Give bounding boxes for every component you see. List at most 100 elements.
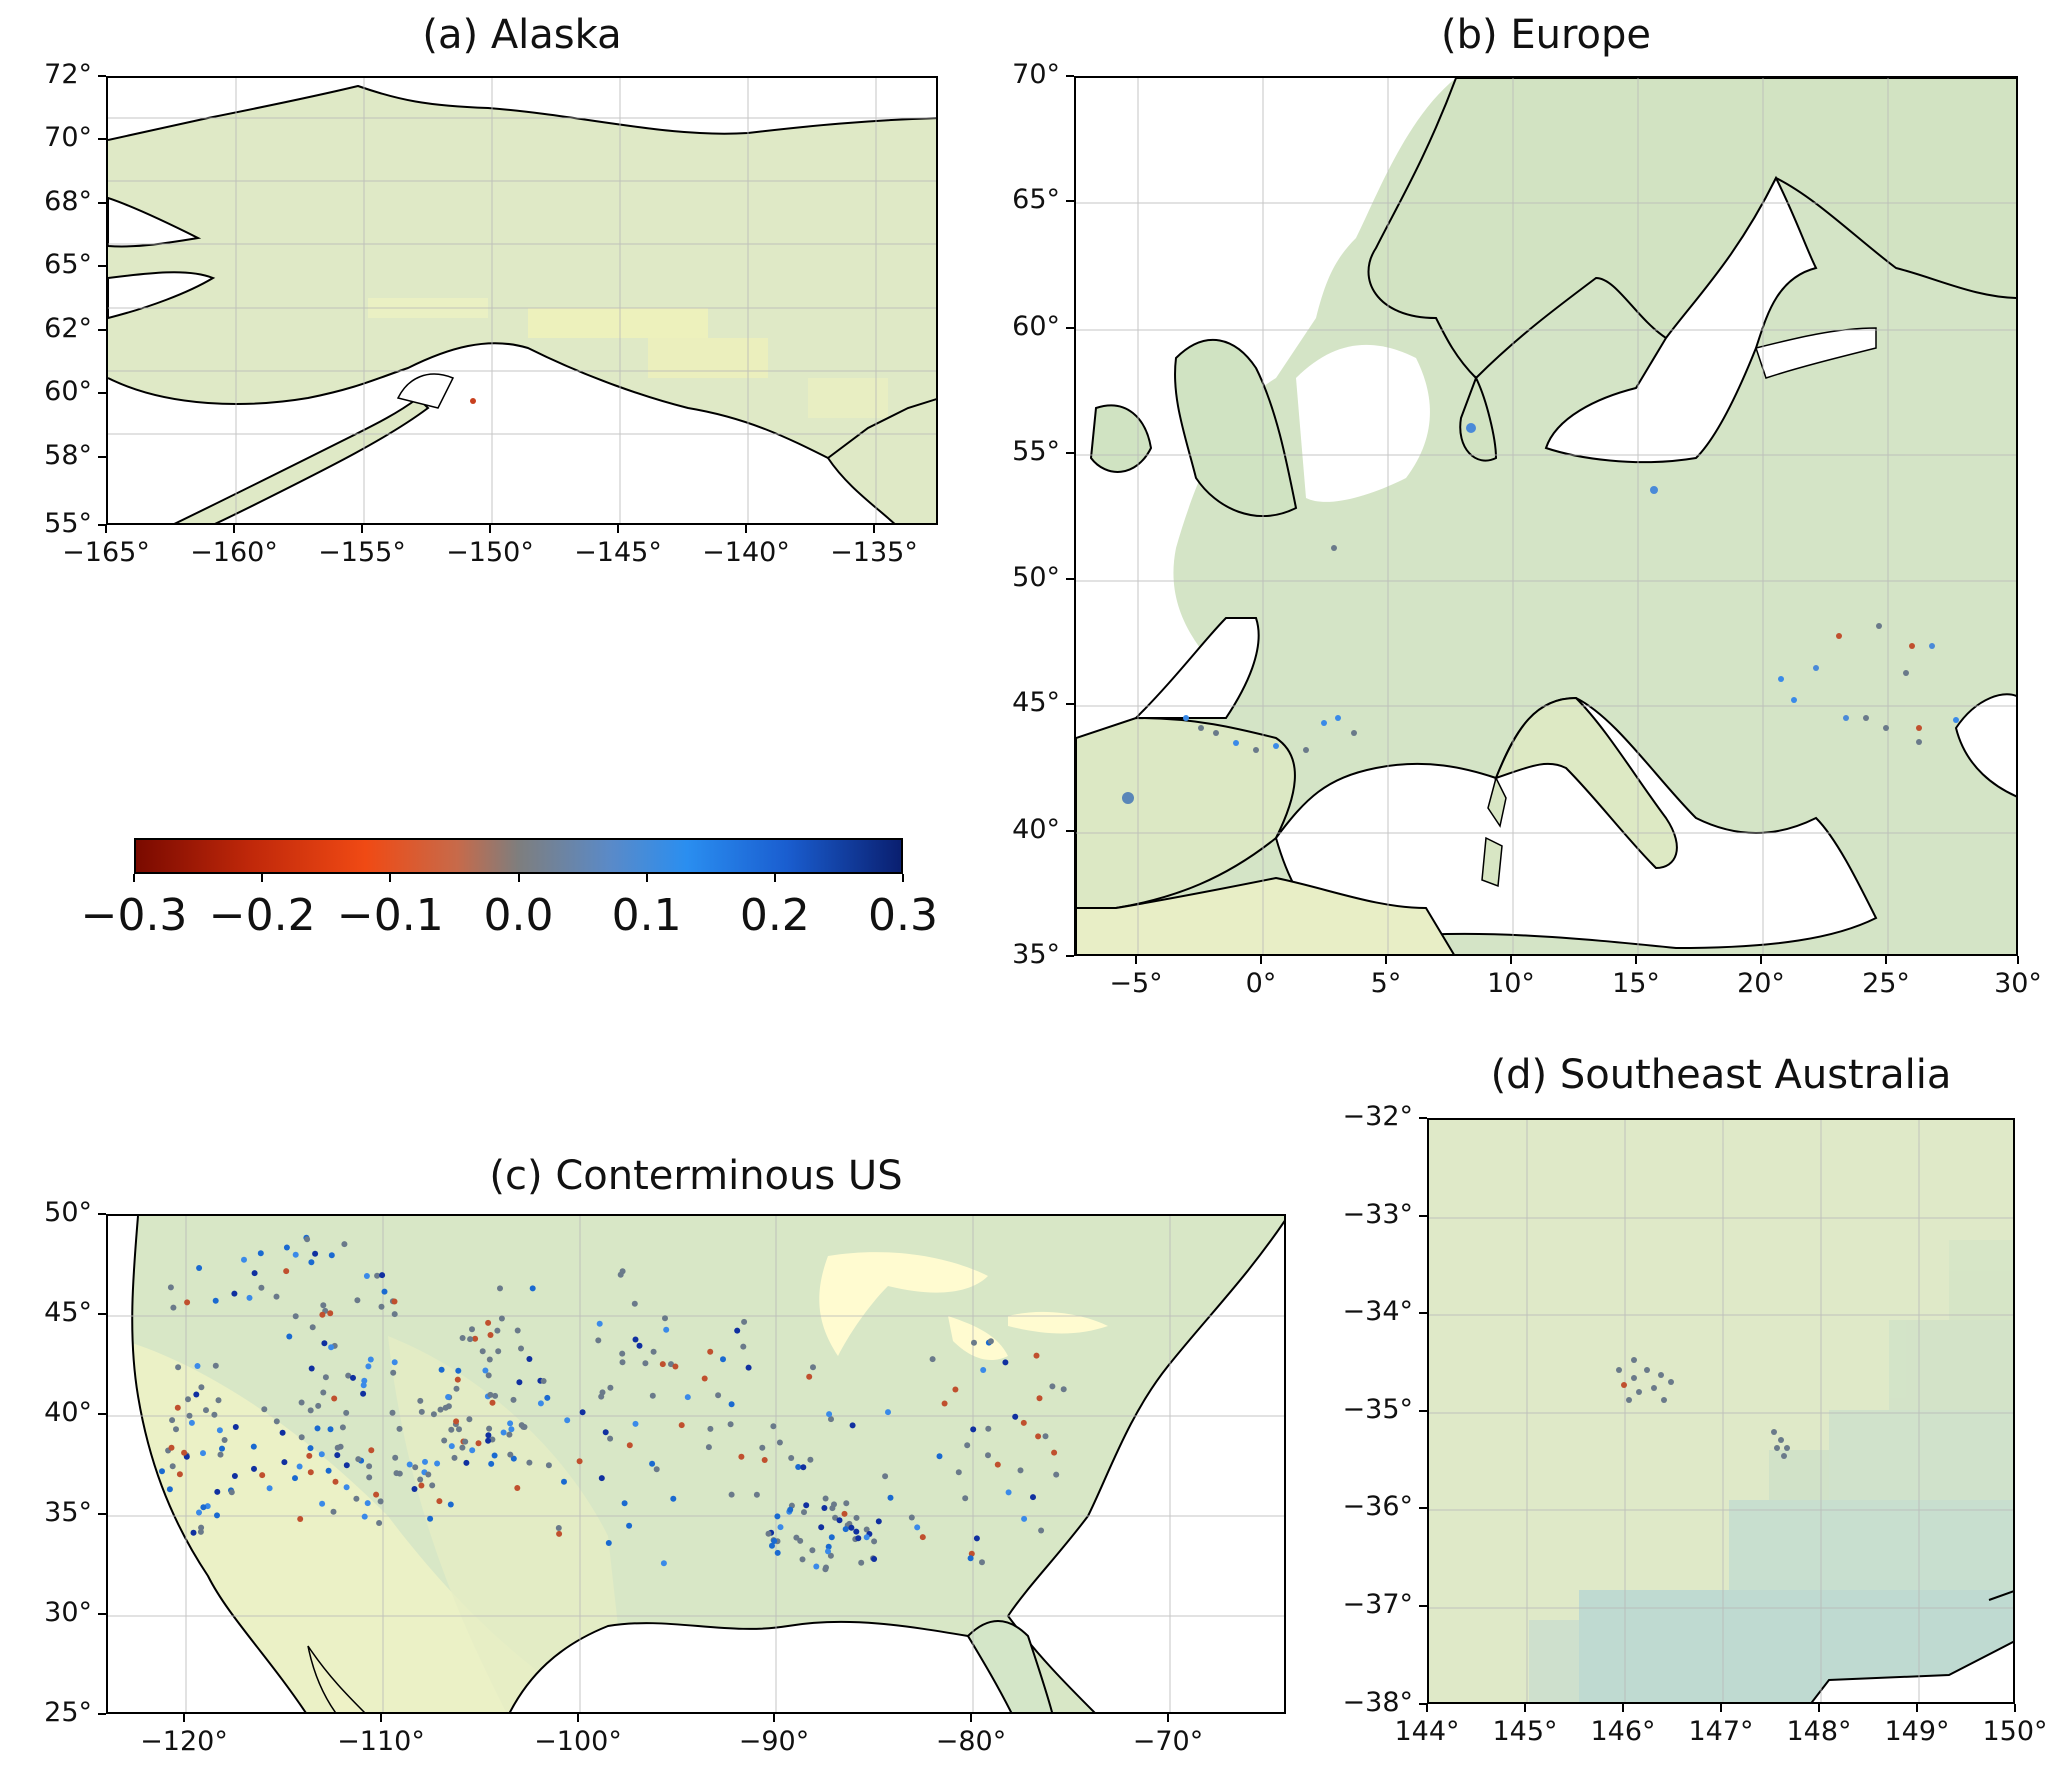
conus-station-point (341, 1241, 348, 1248)
conus-station-point (985, 1452, 991, 1459)
conus-station-point (787, 1506, 794, 1513)
conus-station-point (650, 1348, 657, 1355)
europe-lat-tick-mark (1066, 955, 1074, 957)
conus-station-point (1049, 1383, 1056, 1390)
australia-lon-tick-mark (1720, 1704, 1722, 1712)
australia-lat-tick-mark (1419, 1117, 1427, 1119)
conus-station-point (411, 1486, 418, 1492)
conus-station-point (472, 1335, 479, 1342)
conus-station-point (173, 1426, 179, 1433)
conus-station-point (485, 1319, 492, 1326)
alaska-lat-tick-label: 62° (44, 313, 92, 344)
conus-station-point (283, 1244, 290, 1251)
conus-station-point (390, 1369, 397, 1376)
conus-station-point (1060, 1386, 1067, 1393)
conus-station-point (392, 1454, 399, 1461)
conus-station-point (334, 1452, 341, 1459)
conus-station-point (343, 1484, 350, 1491)
conus-station-point (374, 1272, 381, 1279)
australia-map[interactable] (1427, 1118, 2015, 1704)
europe-lat-tick-label: 55° (1012, 436, 1060, 467)
conus-station-point (518, 1345, 524, 1352)
conus-station-point (451, 1454, 458, 1461)
australia-lat-tick-label: −38° (1342, 1687, 1413, 1718)
conus-lon-tick-label: −90° (738, 1726, 810, 1757)
europe-lon-tick-label: 20° (1737, 968, 1785, 999)
conus-station-point (776, 1439, 783, 1446)
conus-station-point (526, 1459, 533, 1466)
conus-station-point (875, 1518, 882, 1525)
conus-station-point (485, 1437, 492, 1444)
conus-station-point (283, 1268, 290, 1275)
conus-station-point (360, 1390, 367, 1397)
conus-station-point (797, 1537, 804, 1544)
conus-station-point (500, 1429, 507, 1436)
europe-lat-tick-mark (1066, 200, 1074, 202)
australia-station-points (1616, 1357, 1790, 1459)
conus-station-point (447, 1501, 454, 1508)
conus-station-point (389, 1409, 396, 1416)
europe-lat-tick-mark (1066, 830, 1074, 832)
conus-lat-tick-mark (98, 1413, 106, 1415)
colorbar-tick-label: −0.3 (80, 890, 188, 941)
conus-station-point (320, 1389, 327, 1396)
conus-station-point (198, 1384, 205, 1391)
alaska-map[interactable] (106, 76, 938, 525)
conus-station-point (211, 1411, 218, 1418)
conus-station-point (448, 1426, 455, 1433)
conus-station-point (1002, 1359, 1009, 1366)
europe-map[interactable] (1074, 76, 2018, 956)
conus-map[interactable] (106, 1214, 1286, 1714)
europe-lon-tick-mark (1635, 956, 1637, 964)
conus-lon-tick-label: −80° (935, 1726, 1007, 1757)
conus-station-point (544, 1394, 551, 1401)
australia-lat-tick-label: −35° (1342, 1394, 1413, 1425)
conus-station-point (822, 1566, 829, 1573)
conus-station-point (649, 1460, 656, 1467)
conus-station-point (436, 1498, 443, 1505)
conus-station-point (701, 1375, 708, 1382)
conus-station-point (777, 1524, 784, 1531)
conus-station-point (914, 1524, 921, 1531)
conus-station-point (952, 1386, 959, 1393)
conus-station-point (196, 1509, 202, 1516)
australia-lon-tick-label: 146° (1590, 1716, 1656, 1747)
conus-station-point (328, 1344, 335, 1351)
conus-station-point (212, 1362, 219, 1369)
conus-station-point (537, 1400, 544, 1407)
conus-lat-tick-mark (98, 1313, 106, 1315)
conus-station-point (545, 1462, 552, 1469)
conus-station-point (863, 1526, 870, 1533)
conus-station-point (292, 1251, 299, 1258)
conus-station-point (853, 1514, 860, 1521)
australia-lon-tick-label: 150° (1982, 1716, 2048, 1747)
conus-lon-tick-label: −120° (140, 1726, 228, 1757)
conus-station-point (632, 1336, 639, 1343)
conus-station-point (453, 1418, 460, 1425)
conus-station-point (987, 1338, 994, 1345)
conus-station-point (964, 1442, 971, 1449)
conus-station-point (809, 1547, 816, 1554)
conus-station-point (273, 1418, 280, 1425)
conus-station-point (417, 1476, 424, 1483)
conus-station-point (842, 1526, 849, 1533)
conus-station-point (232, 1424, 239, 1430)
conus-station-point (417, 1397, 424, 1404)
conus-station-point (788, 1455, 795, 1461)
conus-station-point (828, 1534, 835, 1541)
europe-lat-tick-mark (1066, 327, 1074, 329)
conus-station-point (771, 1538, 778, 1544)
australia-lat-tick-label: −33° (1342, 1199, 1413, 1230)
conus-station-point (715, 1392, 722, 1399)
conus-station-point (307, 1469, 314, 1476)
australia-lat-tick-mark (1419, 1410, 1427, 1412)
conus-station-point (306, 1452, 313, 1459)
europe-lon-tick-mark (1510, 956, 1512, 964)
conus-station-point (555, 1525, 562, 1531)
conus-station-point (1053, 1471, 1060, 1478)
conus-station-point (266, 1485, 273, 1492)
australia-lon-tick-label: 147° (1688, 1716, 1754, 1747)
conus-station-point (482, 1367, 489, 1374)
conus-station-point (497, 1285, 503, 1292)
conus-station-point (994, 1461, 1001, 1468)
